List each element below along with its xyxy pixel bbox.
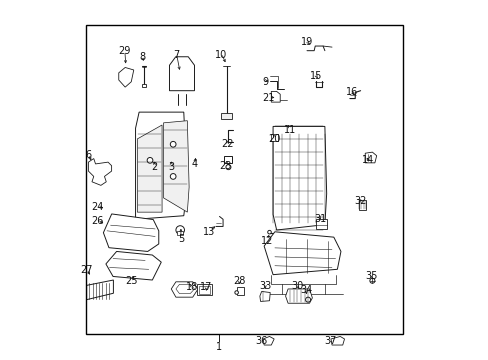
- Bar: [198, 286, 210, 294]
- Polygon shape: [135, 112, 187, 219]
- Polygon shape: [171, 282, 198, 297]
- Bar: [315, 219, 326, 229]
- Polygon shape: [264, 232, 340, 275]
- Bar: [177, 231, 183, 235]
- Text: 5: 5: [178, 234, 183, 244]
- Polygon shape: [358, 200, 365, 210]
- Polygon shape: [263, 337, 274, 345]
- Text: 28: 28: [232, 276, 245, 286]
- Ellipse shape: [225, 165, 230, 170]
- Text: 24: 24: [91, 202, 103, 212]
- Text: 8: 8: [140, 52, 145, 62]
- Text: 18: 18: [185, 282, 197, 292]
- Text: 27: 27: [80, 265, 93, 275]
- Bar: [224, 157, 232, 163]
- Polygon shape: [365, 152, 376, 163]
- Text: 19: 19: [300, 37, 312, 48]
- Polygon shape: [169, 57, 194, 91]
- Text: 16: 16: [345, 87, 357, 98]
- Text: 11: 11: [284, 125, 296, 135]
- Text: 14: 14: [361, 156, 373, 165]
- Polygon shape: [271, 91, 280, 102]
- Text: 25: 25: [125, 276, 138, 286]
- Bar: [85, 24, 403, 334]
- Text: 7: 7: [173, 50, 180, 60]
- Polygon shape: [259, 292, 270, 301]
- Text: 13: 13: [203, 227, 215, 237]
- Text: 1: 1: [216, 342, 222, 352]
- Text: 10: 10: [215, 50, 227, 60]
- Polygon shape: [86, 280, 113, 300]
- Polygon shape: [106, 251, 161, 280]
- Text: 37: 37: [324, 337, 336, 346]
- Ellipse shape: [305, 297, 310, 302]
- Polygon shape: [119, 67, 134, 87]
- Bar: [197, 284, 211, 295]
- Text: 36: 36: [255, 337, 267, 346]
- Polygon shape: [330, 337, 344, 345]
- Text: 4: 4: [191, 159, 197, 169]
- Bar: [142, 84, 145, 87]
- Text: 34: 34: [299, 285, 311, 295]
- Polygon shape: [285, 289, 312, 303]
- Text: 21: 21: [262, 93, 274, 103]
- Text: 29: 29: [119, 46, 131, 56]
- Text: 6: 6: [85, 150, 91, 160]
- Polygon shape: [272, 126, 326, 230]
- Ellipse shape: [176, 226, 184, 234]
- Polygon shape: [103, 214, 159, 251]
- Text: 12: 12: [260, 236, 273, 246]
- Ellipse shape: [170, 174, 176, 179]
- Text: 2: 2: [151, 162, 157, 172]
- Polygon shape: [176, 284, 194, 294]
- Text: 15: 15: [309, 71, 322, 81]
- Ellipse shape: [267, 230, 271, 234]
- Text: 35: 35: [365, 271, 377, 281]
- Text: 23: 23: [219, 161, 232, 171]
- Ellipse shape: [147, 157, 153, 163]
- Ellipse shape: [369, 278, 374, 283]
- Text: 31: 31: [313, 214, 325, 224]
- Polygon shape: [88, 158, 111, 185]
- Polygon shape: [221, 113, 231, 119]
- Text: 9: 9: [262, 77, 268, 87]
- Text: 26: 26: [91, 216, 103, 226]
- Polygon shape: [137, 125, 162, 212]
- Text: 20: 20: [268, 134, 281, 144]
- Polygon shape: [163, 121, 189, 212]
- Text: 30: 30: [291, 282, 303, 292]
- Text: 32: 32: [354, 197, 366, 206]
- Ellipse shape: [234, 291, 238, 294]
- Text: 33: 33: [259, 282, 271, 292]
- Bar: [270, 134, 278, 141]
- Bar: [236, 287, 244, 295]
- Text: 22: 22: [221, 139, 233, 149]
- Bar: [271, 134, 277, 141]
- Text: 3: 3: [168, 162, 174, 172]
- Text: 17: 17: [200, 282, 212, 292]
- Ellipse shape: [170, 141, 176, 147]
